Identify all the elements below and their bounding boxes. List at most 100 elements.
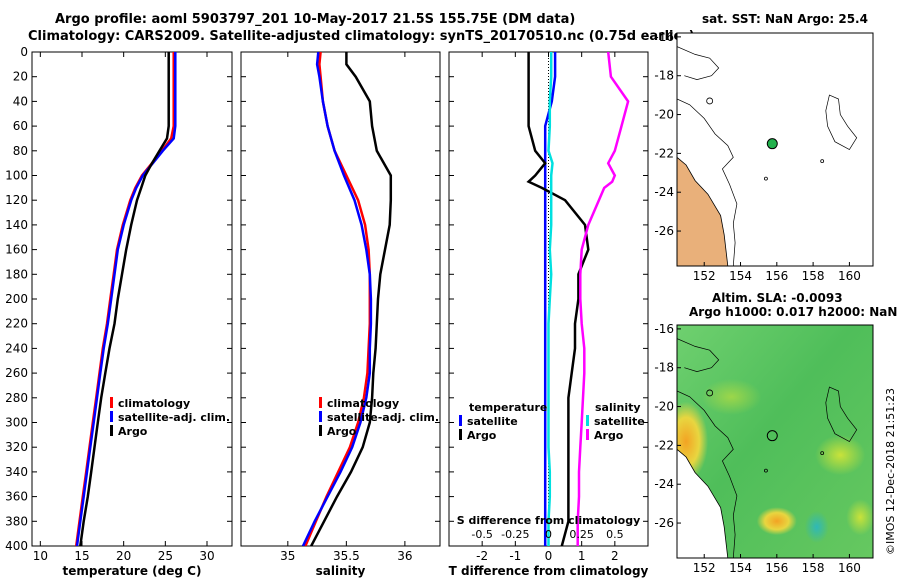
shelf-contour — [677, 98, 738, 266]
map-y-tick-label: -16 — [654, 30, 674, 44]
legend-swatch — [586, 429, 589, 440]
map-frame — [676, 32, 874, 267]
x-tick-label: -1 — [509, 549, 521, 563]
map-content — [677, 46, 858, 266]
reef-contour — [677, 46, 720, 80]
y-tick-label: 80 — [13, 144, 28, 158]
shelf-contour — [677, 390, 738, 558]
seamount-contour — [825, 94, 858, 150]
map-y-tick-label: -18 — [654, 69, 674, 83]
map-x-tick-label: 154 — [729, 269, 752, 283]
legend-label: satellite — [467, 415, 518, 428]
seamount-circle — [764, 468, 768, 473]
x-tick-label: 30 — [199, 549, 214, 563]
x-tick-label: 35 — [280, 549, 295, 563]
y-tick-label: 340 — [5, 465, 28, 479]
y-tick-label: 300 — [5, 416, 28, 430]
secondary-tick-label: 0.5 — [606, 528, 624, 541]
y-tick-label: 120 — [5, 193, 28, 207]
y-tick-label: 320 — [5, 440, 28, 454]
map-y-tick-label: -26 — [654, 224, 674, 238]
y-tick-label: 260 — [5, 366, 28, 380]
map-y-tick-label: -18 — [654, 361, 674, 375]
x-tick-label: 36 — [397, 549, 412, 563]
legend-label: satellite — [594, 415, 645, 428]
legend-title-temperature: temperature — [469, 401, 547, 414]
series-group — [526, 52, 630, 546]
legend-swatch — [110, 411, 113, 422]
legend-swatch — [319, 397, 322, 408]
legend-swatch — [459, 415, 462, 426]
series-line-temperature-argo — [526, 52, 590, 546]
y-tick-label: 40 — [13, 94, 28, 108]
seamount-circle — [764, 176, 768, 181]
map-y-tick-label: -22 — [654, 146, 674, 160]
x-tick-label: 20 — [116, 549, 131, 563]
map-x-tick-label: 160 — [838, 269, 861, 283]
sla-map-title: Altim. SLA: -0.0093 — [712, 291, 843, 305]
legend-swatch — [586, 415, 589, 426]
argo-position-marker — [766, 138, 778, 150]
australia-land — [677, 156, 729, 266]
seamount-circle — [706, 389, 714, 397]
map-x-tick-label: 158 — [802, 269, 825, 283]
sla-high-anomaly — [756, 507, 797, 536]
series-line-satellite-adj--clim- — [75, 52, 177, 546]
secondary-axis-label: S difference from climatology — [457, 514, 641, 527]
y-tick-label: 200 — [5, 292, 28, 306]
series-line-argo — [79, 52, 170, 546]
sla-mid-anomaly — [815, 435, 866, 476]
y-tick-label: 140 — [5, 218, 28, 232]
y-tick-label: 20 — [13, 70, 28, 84]
y-tick-label: 240 — [5, 341, 28, 355]
x-tick-label: 2 — [611, 549, 619, 563]
y-tick-label: 100 — [5, 169, 28, 183]
secondary-tick-label: -0.5 — [471, 528, 492, 541]
seamount-circle — [706, 97, 714, 105]
map-y-tick-label: -26 — [654, 516, 674, 530]
y-tick-label: 380 — [5, 514, 28, 528]
sla-map: -16 -18 -20 -22 -24 -26 152 154 156 158 160 — [654, 322, 874, 575]
legend-swatch — [319, 425, 322, 436]
series-line-salinity-argo — [576, 52, 630, 546]
map-y-tick-label: -20 — [654, 400, 674, 414]
map-y-tick-label: -24 — [654, 477, 674, 491]
series-line-temperature-satellite — [543, 52, 557, 546]
map-y-tick-label: -20 — [654, 108, 674, 122]
sst-map: -16 -18 -20 -22 -24 -26 152 154 156 158 160 — [654, 30, 874, 283]
legend-label: Argo — [467, 429, 497, 442]
secondary-tick-label: 0 — [545, 528, 552, 541]
x-tick-label: 10 — [33, 549, 48, 563]
x-tick-label: -2 — [476, 549, 488, 563]
legend-swatch — [319, 411, 322, 422]
y-tick-label: 360 — [5, 490, 28, 504]
y-tick-label: 220 — [5, 317, 28, 331]
sla-mid-anomaly — [846, 499, 873, 536]
map-content — [677, 338, 873, 558]
x-tick-label: 1 — [578, 549, 586, 563]
legend-label: satellite-adj. clim. — [118, 411, 230, 424]
seamount-circle — [820, 159, 825, 164]
reef-contour — [677, 338, 720, 372]
plot-frame — [240, 51, 441, 547]
series-line-argo — [310, 52, 393, 546]
panel-temperature: 0 20 40 60 80 100 120 140 160 180 200 220 240 260 280 3… — [5, 45, 233, 578]
x-tick-label: 25 — [158, 549, 173, 563]
map-frame — [676, 324, 874, 559]
argo-position-marker — [766, 430, 778, 442]
x-axis-label: temperature (deg C) — [63, 564, 202, 578]
figure-title: Argo profile: aoml 5903797_201 10-May-20… — [55, 12, 576, 27]
legend-label: climatology — [327, 397, 399, 410]
legend-title-salinity: salinity — [595, 401, 641, 414]
map-y-tick-label: -24 — [654, 185, 674, 199]
legend-label: Argo — [327, 425, 357, 438]
y-tick-label: 0 — [20, 45, 28, 59]
map-x-tick-label: 160 — [838, 561, 861, 575]
map-y-tick-label: -22 — [654, 438, 674, 452]
x-axis-label: T difference from climatology — [449, 564, 649, 578]
sla-mid-anomaly — [701, 378, 762, 415]
map-x-tick-label: 158 — [802, 561, 825, 575]
map-x-tick-label: 152 — [693, 269, 716, 283]
secondary-tick-label: -0.25 — [501, 528, 529, 541]
